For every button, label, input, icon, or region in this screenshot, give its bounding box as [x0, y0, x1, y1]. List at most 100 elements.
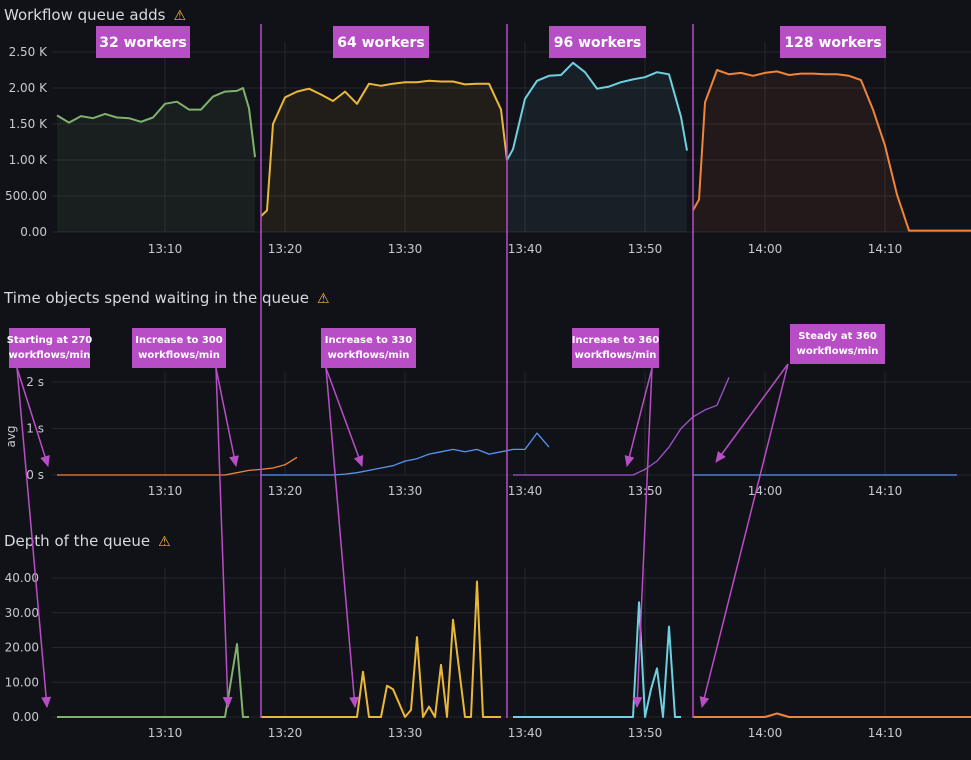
- y-tick-label: 10.00: [5, 675, 39, 689]
- series-line: [513, 377, 730, 476]
- callout-4: Increase to 360 workflows/min: [572, 328, 659, 708]
- worker-label-box: [780, 26, 886, 58]
- panel-title-queue-adds[interactable]: Workflow queue adds ⚠: [4, 6, 186, 24]
- callout-arrow: [632, 367, 653, 708]
- chart-panel-3: 0.00 10.00 20.00 30.00 40.00 13:10 13:20 13:30 1…: [5, 568, 971, 740]
- y-tick-label: 20.00: [5, 641, 39, 655]
- callout-arrow: [215, 367, 233, 708]
- y-tick-label: 0 s: [26, 468, 44, 482]
- callout-box: [9, 328, 90, 368]
- y-tick-label: 500.00: [5, 189, 47, 203]
- callout-line1: Steady at 360: [798, 331, 877, 342]
- x-tick-label: 14:00: [748, 484, 783, 498]
- panel-title-queue-depth[interactable]: Depth of the queue ⚠: [4, 532, 171, 550]
- x-tick-label: 13:20: [268, 726, 303, 740]
- callout-arrow: [215, 367, 239, 467]
- x-tick-label: 14:10: [868, 242, 903, 256]
- x-tick-label: 13:50: [628, 242, 663, 256]
- series-area: [507, 62, 687, 232]
- x-tick-label: 14:10: [868, 726, 903, 740]
- x-tick-label: 13:30: [388, 242, 423, 256]
- x-tick-label: 13:40: [508, 726, 543, 740]
- y-tick-label: 2.50 K: [9, 45, 49, 59]
- callout-3: Increase to 330 workflows/min: [321, 328, 416, 708]
- warning-icon[interactable]: ⚠: [158, 534, 171, 550]
- callout-box: [132, 328, 226, 368]
- callout-box: [321, 328, 416, 368]
- x-tick-label: 13:30: [388, 726, 423, 740]
- worker-label-text: 128 workers: [784, 35, 881, 51]
- series-area: [57, 88, 255, 232]
- callout-arrow: [325, 367, 364, 467]
- callout-1: Starting at 270 workflows/min: [7, 328, 93, 708]
- x-tick-label: 13:10: [148, 242, 183, 256]
- callout-box: [790, 324, 885, 364]
- warning-icon[interactable]: ⚠: [316, 291, 330, 307]
- callout-arrow: [624, 367, 653, 467]
- worker-label-1: 32 workers: [96, 26, 190, 58]
- series-line: [57, 643, 249, 718]
- x-tick-label: 13:50: [628, 484, 663, 498]
- y-axis-label: avg: [4, 425, 18, 447]
- callout-line2: workflows/min: [575, 350, 657, 361]
- y-tick-label: 2.00 K: [9, 81, 49, 95]
- x-tick-label: 14:00: [748, 726, 783, 740]
- warning-icon[interactable]: ⚠: [173, 8, 187, 24]
- x-tick-label: 13:40: [508, 484, 543, 498]
- series-area: [261, 80, 507, 232]
- chart-panel-2: 0 s 1 s 2 s 13:10 13:20 13:30 13:40 13:50 14:00 1…: [4, 372, 971, 498]
- worker-label-4: 128 workers: [780, 26, 886, 58]
- worker-label-box: [333, 26, 429, 58]
- callout-arrow: [325, 367, 360, 708]
- x-tick-label: 13:10: [148, 726, 183, 740]
- panel-title-text: Depth of the queue: [4, 532, 151, 550]
- y-tick-label: 30.00: [5, 606, 39, 620]
- series-line: [261, 432, 550, 476]
- x-tick-label: 13:30: [388, 484, 423, 498]
- callout-line1: Starting at 270: [7, 335, 93, 346]
- y-tick-label: 0.00: [12, 710, 39, 724]
- callout-arrow: [16, 367, 50, 467]
- callout-line2: workflows/min: [9, 350, 91, 361]
- callout-arrow: [699, 363, 789, 708]
- callout-box: [572, 328, 659, 368]
- worker-label-text: 96 workers: [554, 35, 641, 51]
- y-tick-label: 1.00 K: [9, 153, 49, 167]
- callout-line2: workflows/min: [328, 350, 410, 361]
- callout-line1: Increase to 330: [325, 335, 412, 346]
- worker-label-text: 32 workers: [99, 35, 186, 51]
- callout-5: Steady at 360 workflows/min: [699, 324, 885, 708]
- y-tick-label: 1 s: [26, 422, 44, 436]
- callout-2: Increase to 300 workflows/min: [132, 328, 239, 708]
- series-line: [513, 601, 681, 718]
- series-line: [261, 580, 501, 718]
- x-tick-label: 13:10: [148, 484, 183, 498]
- x-tick-label: 13:20: [268, 242, 303, 256]
- callout-line2: workflows/min: [138, 350, 220, 361]
- callout-line2: workflows/min: [797, 346, 879, 357]
- panel-title-text: Workflow queue adds: [4, 6, 166, 24]
- callout-line1: Increase to 300: [135, 335, 222, 346]
- series-line: [56, 87, 256, 158]
- y-tick-label: 0.00: [20, 225, 47, 239]
- panel-title-text: Time objects spend waiting in the queue: [4, 289, 309, 307]
- y-tick-label: 2 s: [26, 375, 44, 389]
- worker-label-text: 64 workers: [337, 35, 424, 51]
- x-tick-label: 13:40: [508, 242, 543, 256]
- callout-arrow: [715, 363, 789, 463]
- y-tick-label: 40.00: [5, 571, 39, 585]
- series-line: [506, 61, 688, 161]
- series-line: [692, 69, 971, 232]
- y-tick-label: 1.50 K: [9, 117, 49, 131]
- x-tick-label: 14:10: [868, 484, 903, 498]
- worker-label-box: [96, 26, 190, 58]
- series-line: [57, 456, 298, 476]
- series-area: [693, 70, 971, 232]
- callout-arrow: [16, 367, 52, 708]
- worker-label-box: [549, 26, 646, 58]
- panel-title-wait-time[interactable]: Time objects spend waiting in the queue ⚠: [4, 289, 330, 307]
- x-tick-label: 14:00: [748, 242, 783, 256]
- x-tick-label: 13:50: [628, 726, 663, 740]
